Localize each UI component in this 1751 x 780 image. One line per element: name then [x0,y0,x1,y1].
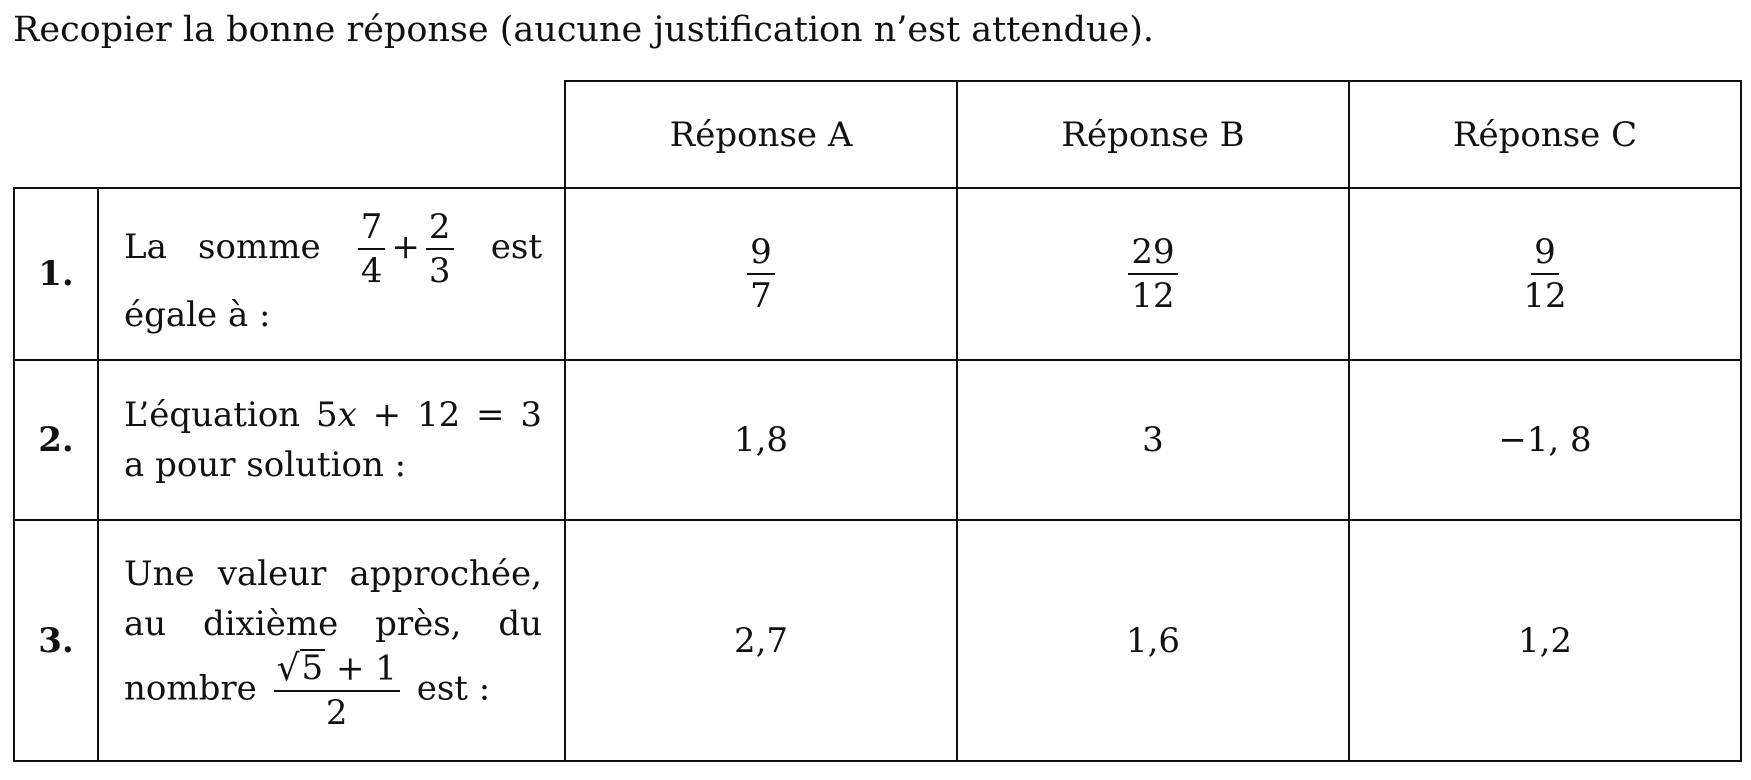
answer-1a-denominator: 7 [750,276,772,316]
q1-frac1-denominator: 4 [360,251,383,291]
answer-2b: 3 [956,359,1350,521]
instruction-text: Recopier la bonne réponse (aucune justif… [13,10,1154,50]
q1-plus: + [391,227,420,267]
q3-prefix: Une valeur approchée, au dixième près, d… [124,554,542,709]
answer-1b-denominator: 12 [1131,276,1175,316]
question-text-3: Une valeur approchée, au dixième près, d… [97,519,566,762]
answer-1c-denominator: 12 [1523,276,1567,316]
question-text-1: La somme 7 4 +2 3 est égale à : [97,187,566,361]
q3-denominator: 2 [325,692,348,733]
answer-1c-numerator: 9 [1531,233,1559,275]
q3-suffix: est : [416,668,491,709]
q1-suffix: est égale à : [124,227,542,336]
q2-suffix: + 12 = 3 a pour solution : [124,395,542,485]
q1-prefix: La somme [124,227,321,267]
header-reponse-a: Réponse A [564,80,958,189]
sqrt-symbol: √ 5 [276,647,326,689]
answer-1a-numerator: 9 [747,233,775,275]
answer-3a: 2,7 [564,519,958,762]
answer-1c: 9 12 [1348,187,1742,361]
q1-frac2-denominator: 3 [428,251,451,291]
answer-1b: 29 12 [956,187,1350,361]
answer-2a: 1,8 [564,359,958,521]
answer-3b: 1,6 [956,519,1350,762]
answer-1b-numerator: 29 [1128,233,1178,275]
header-reponse-c: Réponse C [1348,80,1742,189]
header-blank-cell [14,81,566,189]
q1-frac2-numerator: 2 [425,208,454,250]
q3-numerator: √ 5 + 1 [273,647,400,692]
header-row: Réponse A Réponse B Réponse C [14,80,1742,189]
question-row-2: 2. L’équation 5x + 12 = 3 a pour solutio… [13,359,1742,521]
question-number-3: 3. [13,519,99,762]
q3-radicand: 5 [299,648,326,689]
q2-variable: x [337,395,357,435]
q2-prefix: L’équation 5 [124,395,338,435]
answer-2c: −1, 8 [1348,359,1742,521]
q1-frac1-numerator: 7 [357,208,386,250]
question-row-3: 3. Une valeur approchée, au dixième près… [13,519,1742,762]
question-text-2: L’équation 5x + 12 = 3 a pour solution : [97,359,566,521]
question-number-2: 2. [13,359,99,521]
answer-3c: 1,2 [1348,519,1742,762]
qcm-table: Réponse A Réponse B Réponse C 1. La somm… [13,80,1742,762]
header-reponse-b: Réponse B [956,80,1350,189]
question-number-1: 1. [13,187,99,361]
q3-numerator-tail: + 1 [335,648,397,689]
